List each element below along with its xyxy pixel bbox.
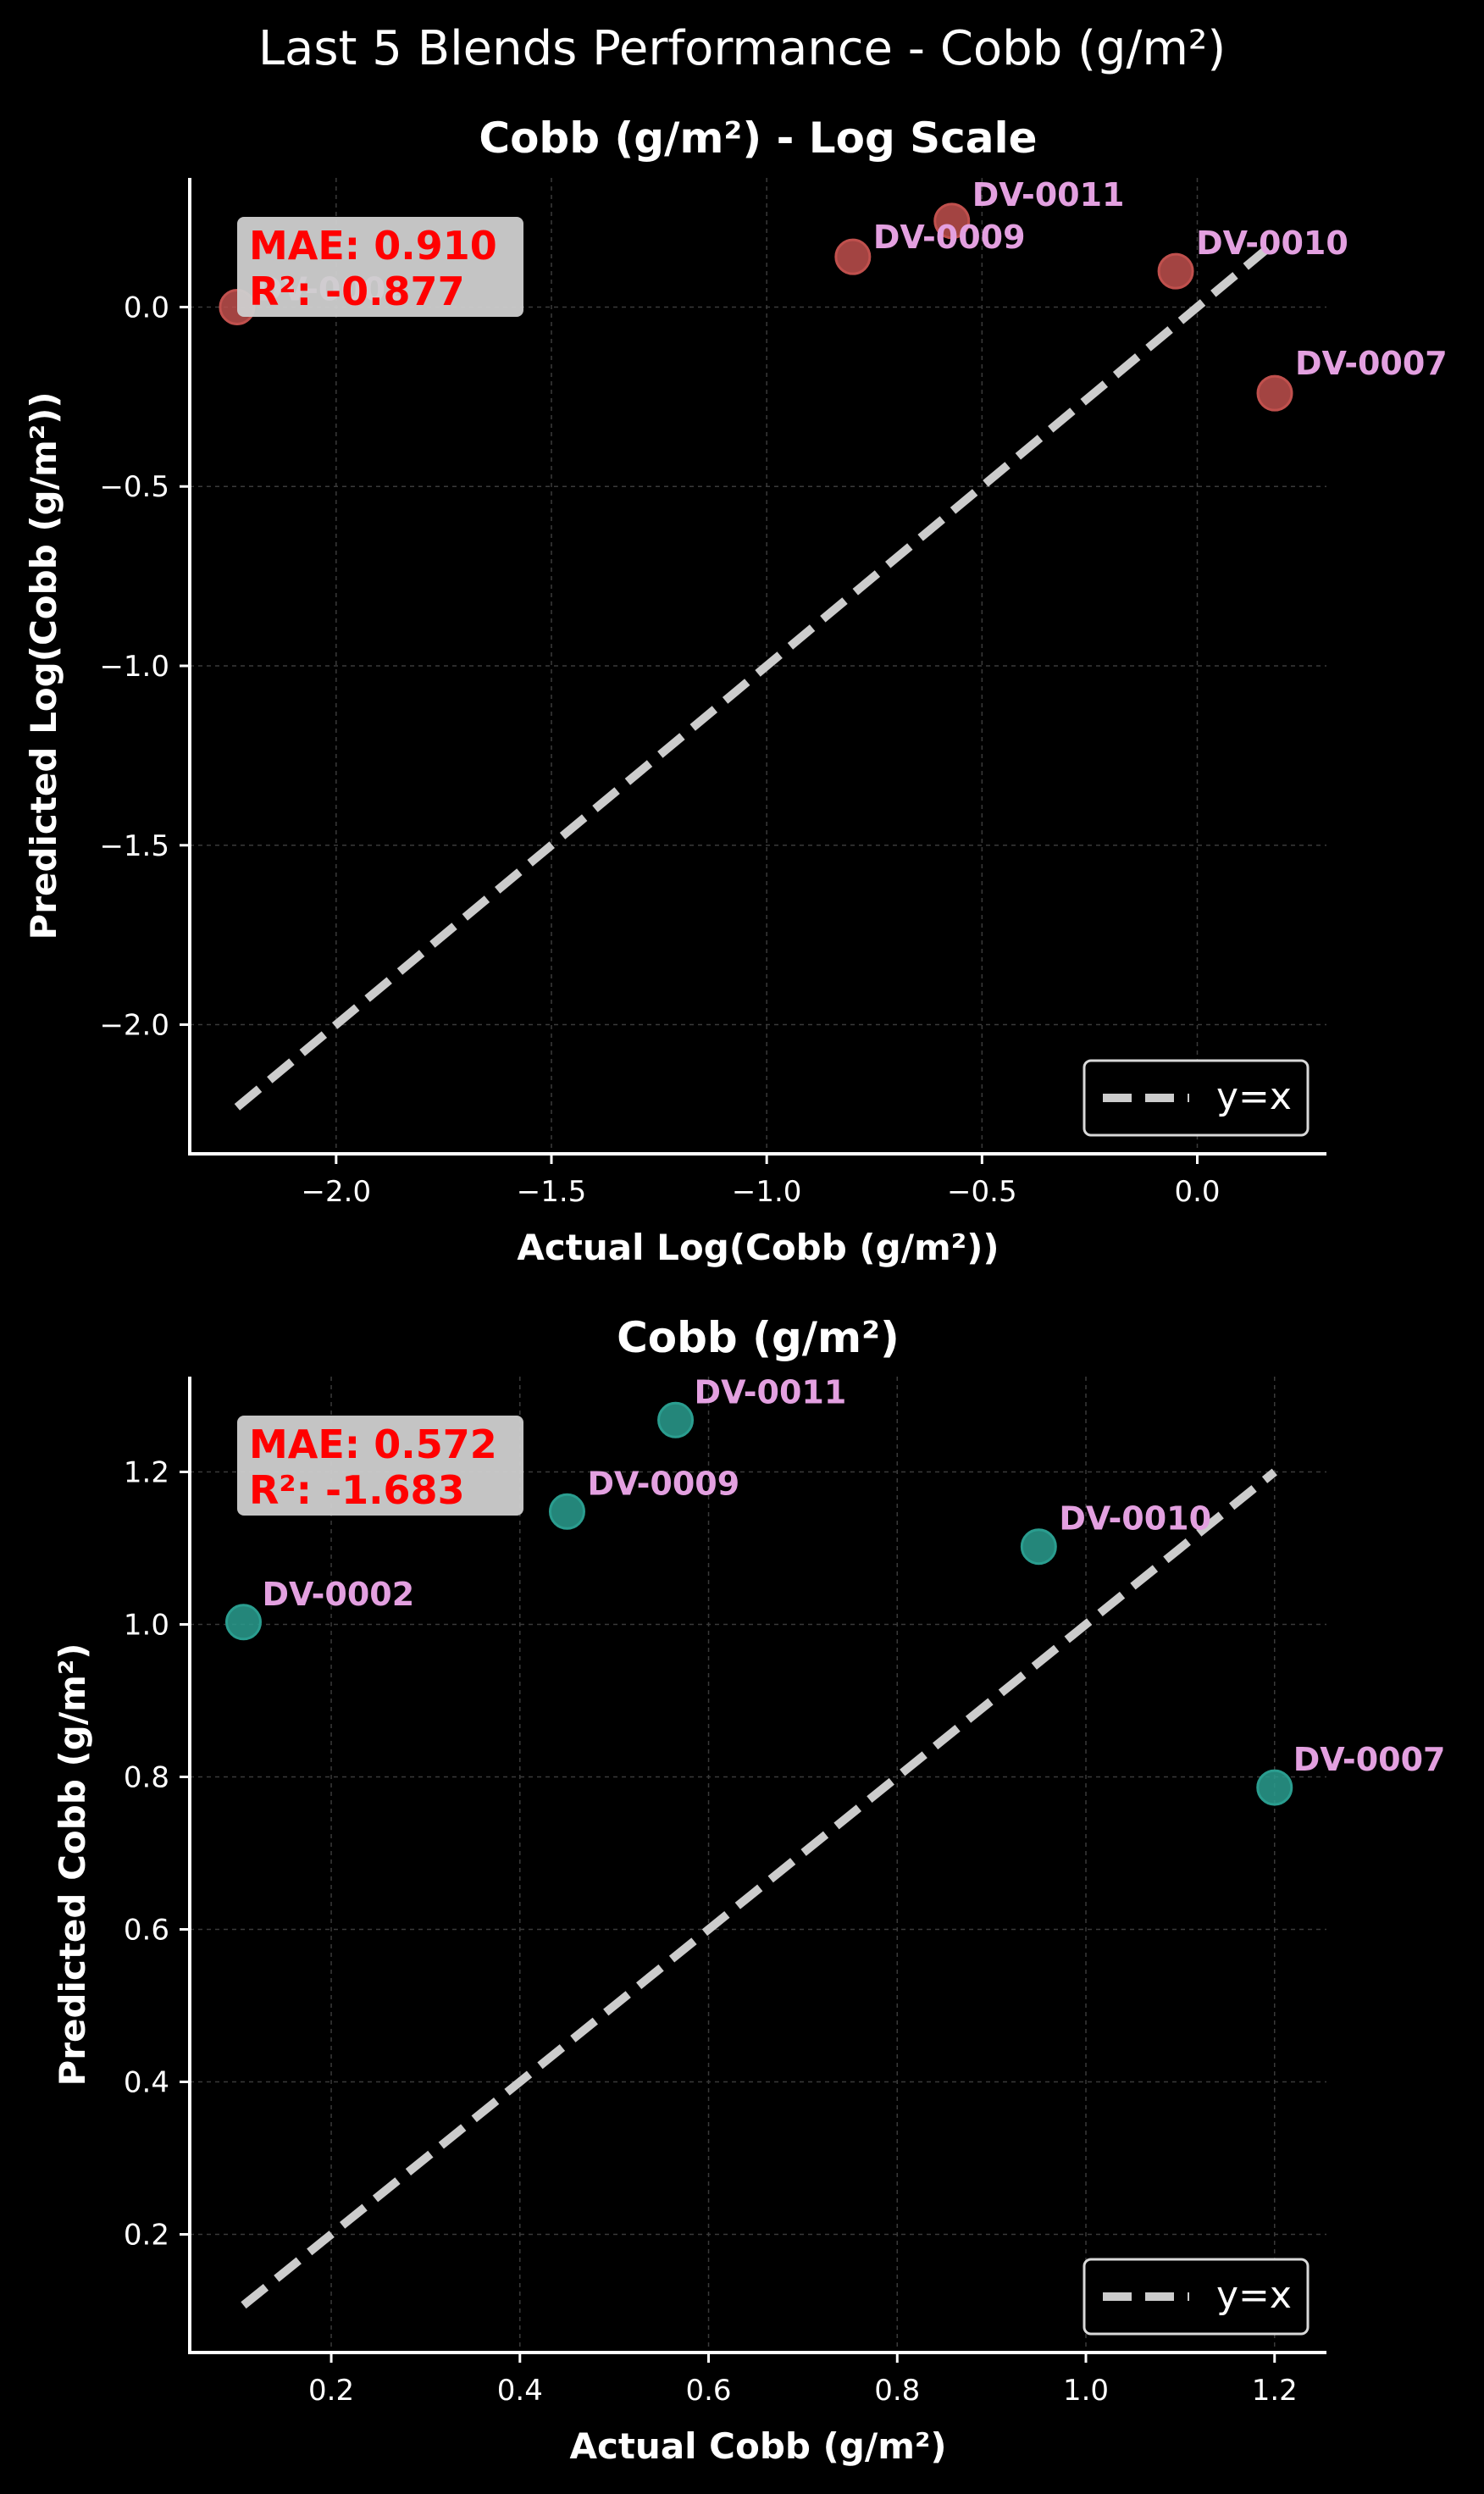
y-tick-label: 1.0 <box>124 1609 169 1643</box>
x-tick-label: 0.6 <box>685 2374 731 2408</box>
point-label: DV-0007 <box>1295 345 1448 382</box>
y-tick-label: −1.5 <box>99 829 169 863</box>
data-point <box>657 1401 695 1438</box>
point-label: DV-0007 <box>1293 1741 1446 1778</box>
y-tick-label: 1.2 <box>124 1456 169 1490</box>
x-tick-label: −0.5 <box>947 1175 1017 1209</box>
r2-text: R²: -0.877 <box>249 269 465 314</box>
x-tick-label: −2.0 <box>302 1175 372 1209</box>
point-label: DV-0011 <box>695 1373 847 1410</box>
linear-scale-panel: 0.2 0.4 0.6 0.8 1.0 1.2 0.2 0.4 0.6 0.8 1.0 1.2 Cobb… <box>52 1313 1445 2467</box>
data-point <box>834 238 872 275</box>
chart-title: Cobb (g/m²) <box>617 1313 900 1362</box>
data-point <box>1020 1528 1057 1566</box>
legend-box <box>1083 1059 1310 1137</box>
y-tick-label: −2.0 <box>99 1009 169 1043</box>
x-tick-label: 1.2 <box>1252 2374 1298 2408</box>
metrics-box <box>237 1416 523 1516</box>
y-tick-label: 0.4 <box>124 2066 169 2100</box>
point-label: DV-0010 <box>1196 224 1348 262</box>
data-point <box>224 1604 262 1641</box>
legend-label: y=x <box>1216 2274 1292 2317</box>
y-axis-label: Predicted Log(Cobb (g/m²)) <box>23 391 64 939</box>
y-tick-label: −0.5 <box>99 470 169 504</box>
x-tick-label: 0.0 <box>1174 1175 1220 1209</box>
data-point <box>548 1493 585 1530</box>
data-point <box>1256 374 1293 412</box>
data-point <box>1256 1769 1293 1806</box>
y-tick-label: 0.0 <box>124 291 169 324</box>
point-label: DV-0009 <box>873 219 1026 256</box>
x-axis-label: Actual Log(Cobb (g/m²)) <box>517 1227 999 1268</box>
r2-text: R²: -1.683 <box>249 1467 465 1513</box>
x-tick-label: −1.0 <box>732 1175 802 1209</box>
metrics-box <box>237 217 523 317</box>
chart-title: Cobb (g/m²) - Log Scale <box>479 114 1037 163</box>
point-label: DV-0011 <box>972 176 1125 213</box>
point-label: DV-0009 <box>587 1465 739 1502</box>
x-tick-label: 1.0 <box>1063 2374 1109 2408</box>
point-label: DV-0010 <box>1059 1500 1211 1538</box>
legend-label: y=x <box>1216 1075 1292 1118</box>
x-axis-label: Actual Cobb (g/m²) <box>569 2425 946 2467</box>
x-tick-label: 0.2 <box>308 2374 354 2408</box>
figure-title: Last 5 Blends Performance - Cobb (g/m²) <box>258 21 1226 76</box>
data-point <box>933 202 971 240</box>
mae-text: MAE: 0.572 <box>249 1422 497 1467</box>
y-tick-label: 0.8 <box>124 1761 169 1795</box>
y-axis-label: Predicted Cobb (g/m²) <box>52 1643 93 2087</box>
x-tick-label: 0.8 <box>874 2374 920 2408</box>
y-tick-label: −1.0 <box>99 650 169 684</box>
x-tick-label: 0.4 <box>497 2374 543 2408</box>
x-tick-label: −1.5 <box>517 1175 587 1209</box>
y-tick-label: 0.2 <box>124 2219 169 2253</box>
identity-line <box>234 239 1278 1111</box>
point-label: DV-0002 <box>262 1576 414 1613</box>
data-point <box>1157 252 1194 290</box>
mae-text: MAE: 0.910 <box>249 223 497 269</box>
y-tick-label: 0.6 <box>124 1914 169 1948</box>
log-scale-panel: −2.0 −1.5 −1.0 −0.5 0.0 −2.0 −1.5 −1.0 −0.5 0.0 Co… <box>23 114 1448 1268</box>
identity-line <box>241 1468 1277 2309</box>
legend-box <box>1083 2258 1310 2336</box>
